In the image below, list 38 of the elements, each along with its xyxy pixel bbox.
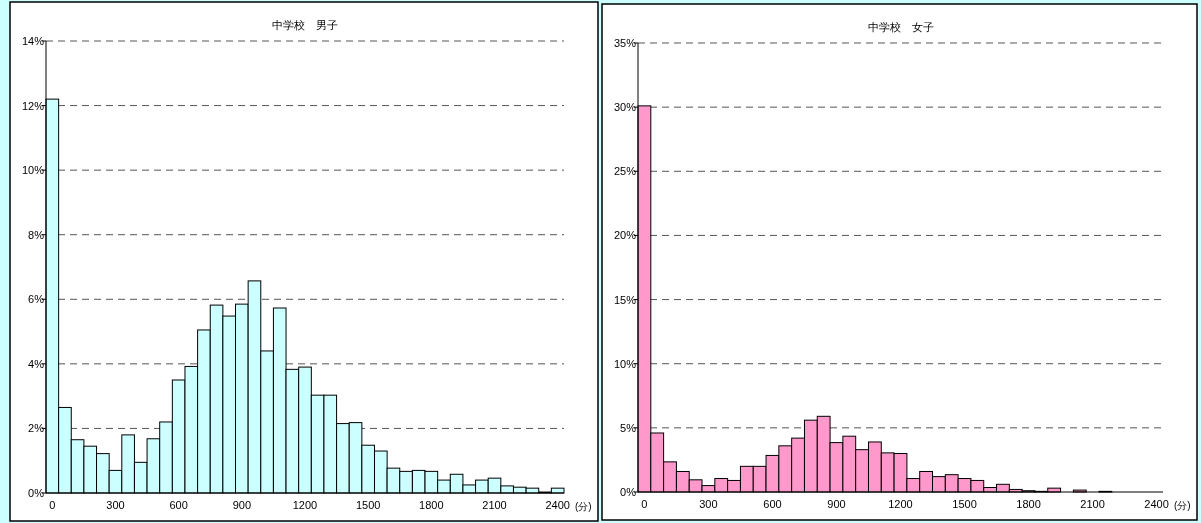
y-tick-label: 20% bbox=[613, 229, 637, 242]
y-tick-label: 5% bbox=[620, 421, 637, 434]
x-tick-label: 2100 bbox=[1080, 498, 1105, 510]
x-axis-title: (分) bbox=[1174, 500, 1191, 511]
x-tick-label: 1500 bbox=[355, 499, 381, 511]
x-tick-label: 600 bbox=[763, 498, 782, 510]
y-tick-label: 14% bbox=[21, 35, 45, 47]
y-tick-label: 10% bbox=[21, 164, 45, 177]
chart-title: 中学校 女子 bbox=[867, 21, 934, 33]
x-tick-label: 2100 bbox=[482, 499, 507, 511]
y-tick-label: 30% bbox=[613, 101, 637, 114]
y-tick-label: 0% bbox=[620, 486, 637, 498]
chart-title: 中学校 男子 bbox=[272, 19, 338, 31]
y-tick-label: 4% bbox=[28, 357, 45, 370]
y-tick-label: 15% bbox=[613, 293, 637, 306]
x-tick-label: 0 bbox=[49, 499, 56, 511]
x-tick-label: 300 bbox=[106, 499, 125, 511]
x-axis-title: (分) bbox=[575, 501, 592, 512]
y-tick-label: 0% bbox=[28, 487, 45, 499]
x-tick-label: 1800 bbox=[419, 499, 444, 511]
x-tick-label: 2400 bbox=[545, 499, 570, 511]
x-tick-label: 900 bbox=[232, 499, 252, 511]
x-tick-label: 1800 bbox=[1016, 498, 1041, 510]
y-tick-label: 2% bbox=[28, 422, 45, 435]
y-tick-label: 6% bbox=[28, 293, 45, 306]
y-tick-label: 35% bbox=[613, 37, 637, 49]
y-tick-label: 10% bbox=[613, 357, 637, 370]
y-tick-label: 25% bbox=[613, 165, 637, 178]
y-tick-label: 8% bbox=[28, 228, 45, 241]
x-tick-label: 1200 bbox=[888, 498, 913, 510]
x-tick-label: 2400 bbox=[1144, 498, 1169, 510]
x-tick-label: 1500 bbox=[952, 498, 977, 510]
x-tick-label: 0 bbox=[641, 498, 648, 510]
x-tick-label: 600 bbox=[169, 499, 188, 511]
y-tick-label: 12% bbox=[21, 99, 45, 112]
x-tick-label: 1200 bbox=[292, 499, 318, 511]
x-tick-label: 900 bbox=[827, 498, 846, 510]
x-tick-label: 300 bbox=[699, 498, 718, 510]
